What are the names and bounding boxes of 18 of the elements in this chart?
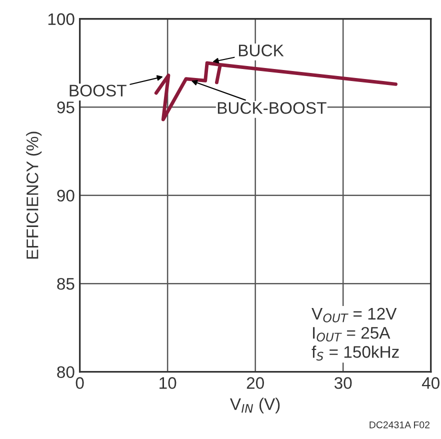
text: V$_{OUT}$ = 12V I$_{OUT}$ = 25A f$_{S}$ = 150kHz <box>312 308 399 361</box>
x-tick-label: 10 <box>160 377 176 389</box>
x-tick-label: 20 <box>246 377 264 389</box>
text: DC2431A F02 <box>370 421 430 428</box>
y-tick-label: 80 <box>57 366 74 378</box>
y-tick-label: 95 <box>57 102 74 114</box>
line-series <box>154 61 398 122</box>
x-axis-title: V$_{IN}$ (V) <box>230 398 280 414</box>
x-tick-label: 30 <box>334 377 352 389</box>
x-tick-label: 40 <box>422 377 440 389</box>
annotation: BUCK <box>238 44 284 56</box>
y-axis-title: EFFICIENCY (%) <box>26 132 42 259</box>
x-tick-label: 0 <box>76 377 84 389</box>
y-tick-label: 100 <box>48 13 74 26</box>
y-tick-label: 90 <box>57 190 74 202</box>
annotation: BUCK-BOOST <box>218 102 326 114</box>
y-tick-label: 85 <box>57 278 74 290</box>
annotation: BOOST <box>70 84 126 96</box>
